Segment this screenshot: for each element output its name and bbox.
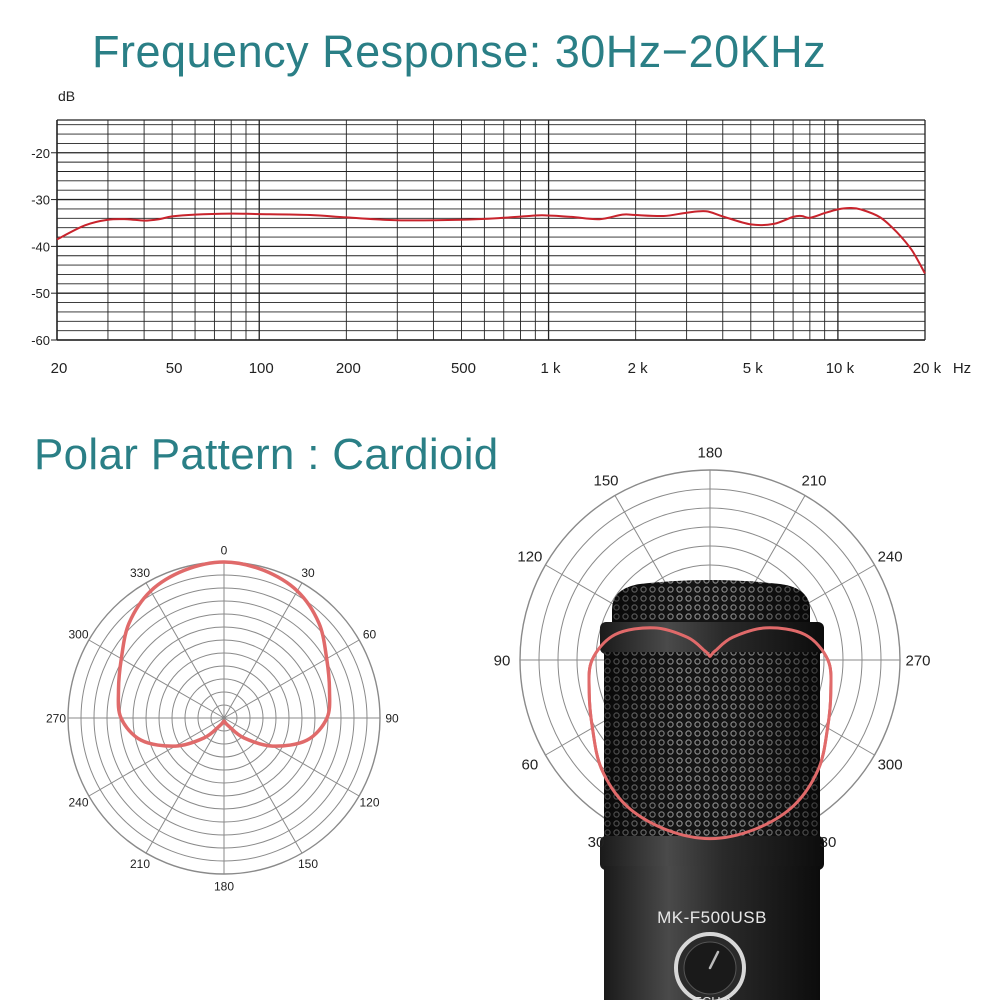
polar-left-spoke	[145, 582, 225, 719]
frequency-response-title: Frequency Response: 30Hz−20KHz	[92, 26, 827, 77]
microphone-bottom-ring	[600, 836, 824, 870]
echo-knob-label: ECHO	[693, 994, 731, 1000]
frequency-x-tick-label: 100	[249, 360, 274, 377]
polar-left-spoke	[223, 639, 360, 719]
polar-left-angle-label: 0	[221, 543, 228, 557]
polar-right-cardioid-curve-overlay	[587, 626, 833, 841]
microphone-top-ring	[600, 622, 824, 654]
frequency-x-tick-label: 20	[51, 360, 68, 377]
frequency-x-unit-label: Hz	[953, 360, 971, 377]
polar-left-spoke	[223, 717, 303, 854]
polar-right-angle-label: 90	[494, 652, 511, 669]
echo-knob-pointer	[708, 950, 720, 970]
frequency-y-tick-label: -20	[31, 146, 50, 161]
frequency-y-tick-label: -60	[31, 333, 50, 348]
frequency-x-tick-label: 200	[336, 360, 361, 377]
microphone-model-label: MK-F500USB	[657, 908, 767, 927]
polar-left-cardioid-curve	[116, 560, 332, 748]
polar-left-angle-label: 150	[298, 857, 318, 871]
frequency-x-tick-label: 20 k	[913, 360, 942, 377]
polar-left-angle-label: 120	[359, 795, 379, 809]
polar-left-spoke	[88, 639, 225, 719]
frequency-x-tick-label: 5 k	[743, 360, 764, 377]
frequency-x-tick-label: 500	[451, 360, 476, 377]
frequency-y-tick-label: -30	[31, 193, 50, 208]
polar-right-angle-label-partial: 30	[820, 834, 837, 851]
frequency-y-tick-label: -50	[31, 286, 50, 301]
polar-left-spoke	[223, 582, 303, 719]
polar-pattern-title: Polar Pattern : Cardioid	[34, 430, 499, 479]
frequency-response-curve	[56, 206, 926, 274]
frequency-x-tick-label: 50	[166, 360, 183, 377]
polar-right-angle-label: 210	[801, 472, 826, 489]
polar-right-angle-label: 150	[593, 472, 618, 489]
polar-right-angle-label-partial: 30	[588, 834, 605, 851]
frequency-y-axis-label: dB	[58, 88, 75, 104]
polar-left-angle-label: 210	[130, 857, 150, 871]
polar-left-spoke	[223, 717, 360, 797]
frequency-x-tick-label: 10 k	[826, 360, 855, 377]
frequency-grid	[56, 119, 926, 341]
polar-left-angle-label: 60	[363, 627, 377, 641]
polar-left-angle-label: 300	[68, 627, 88, 641]
polar-left-angle-label: 90	[385, 711, 399, 725]
frequency-x-tick-label: 2 k	[628, 360, 649, 377]
polar-left-angle-label: 30	[301, 566, 315, 580]
polar-left-angle-label: 180	[214, 879, 234, 893]
polar-left-angle-label: 330	[130, 566, 150, 580]
polar-left-spoke	[88, 717, 225, 797]
polar-left-angle-label: 240	[68, 795, 88, 809]
frequency-x-tick-label: 1 k	[541, 360, 562, 377]
polar-right-angle-label: 180	[697, 444, 722, 461]
frequency-y-tick-label: -40	[31, 239, 50, 254]
polar-right-angle-label: 270	[905, 652, 930, 669]
microphone	[600, 580, 824, 1000]
polar-left-spoke	[145, 717, 225, 854]
polar-right-angle-label: 60	[522, 756, 539, 773]
polar-left-angle-label: 270	[46, 711, 66, 725]
polar-right-angle-label: 120	[517, 548, 542, 565]
polar-right-angle-label: 300	[878, 756, 903, 773]
frequency-response-chart: -20 -30 -40 -50 -60 dB 20 50 100 200 500 1 k 2 k 5 k 1…	[31, 88, 971, 377]
polar-right-angle-label: 240	[878, 548, 903, 565]
